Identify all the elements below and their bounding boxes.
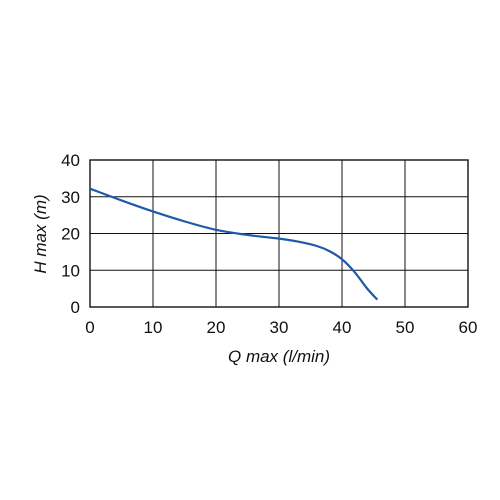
x-tick-label: 30 (270, 318, 289, 337)
x-axis-ticks: 0 10 20 30 40 50 60 (85, 318, 477, 337)
x-tick-label: 60 (459, 318, 478, 337)
y-tick-label: 10 (61, 261, 80, 280)
plot-frame (89, 159, 469, 308)
grid (89, 159, 469, 308)
y-axis-ticks: 0 10 20 30 40 (61, 151, 80, 317)
x-tick-label: 20 (207, 318, 226, 337)
x-tick-label: 50 (396, 318, 415, 337)
y-tick-label: 20 (61, 225, 80, 244)
y-tick-label: 30 (61, 188, 80, 207)
x-tick-label: 10 (144, 318, 163, 337)
y-tick-label: 0 (71, 298, 80, 317)
y-axis-label: H max (m) (31, 194, 50, 273)
x-axis-label: Q max (l/min) (228, 347, 330, 366)
y-tick-label: 40 (61, 151, 80, 170)
x-tick-label: 0 (85, 318, 94, 337)
series-line (88, 187, 378, 301)
x-tick-label: 40 (333, 318, 352, 337)
